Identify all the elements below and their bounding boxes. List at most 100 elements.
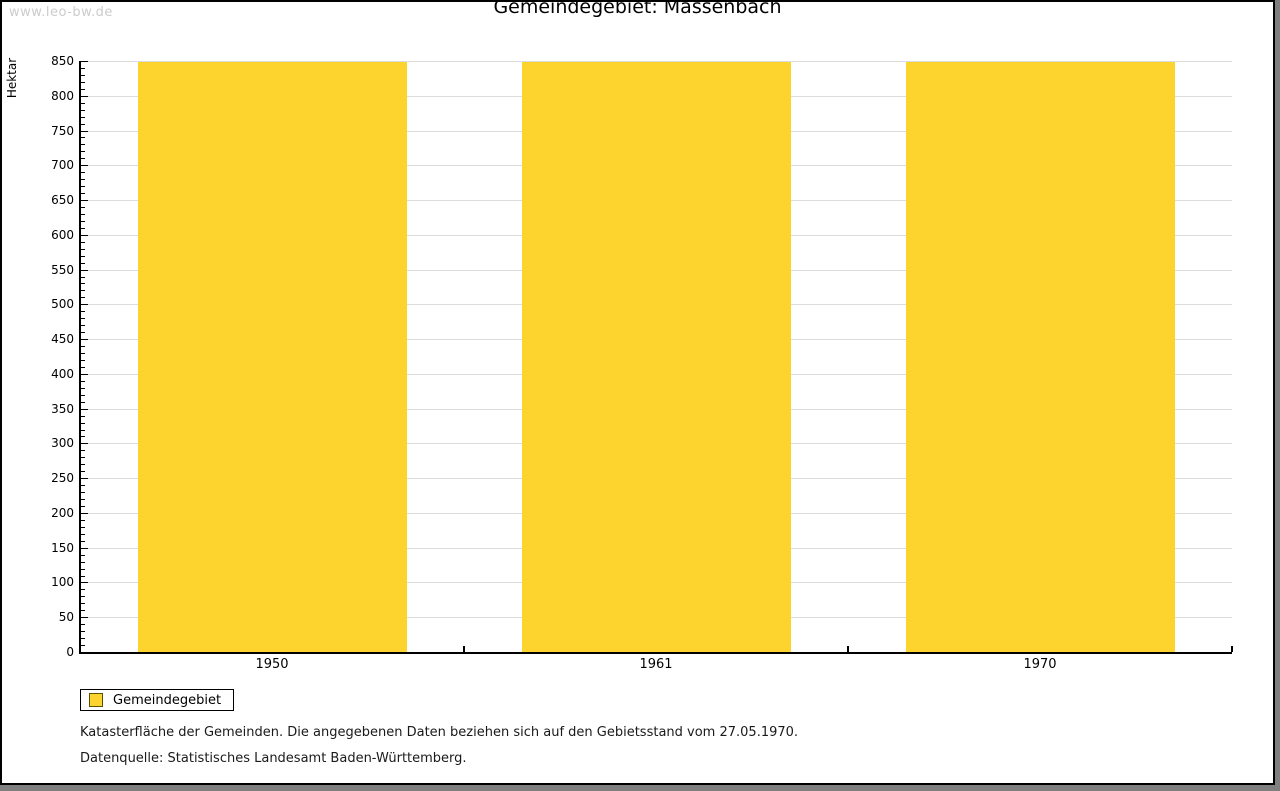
y-axis-tick [81, 443, 88, 444]
y-axis-minor-tick [81, 158, 85, 159]
y-axis-minor-tick [81, 541, 85, 542]
y-tick-label: 150 [51, 541, 74, 555]
y-axis-tick [81, 165, 88, 166]
y-axis-minor-tick [81, 367, 85, 368]
x-tick-label-1970: 1970 [1023, 657, 1057, 672]
y-axis-minor-tick [81, 325, 85, 326]
y-axis-minor-tick [81, 172, 85, 173]
y-axis-minor-tick [81, 534, 85, 535]
y-axis-minor-tick [81, 137, 85, 138]
y-tick-label: 750 [51, 124, 74, 138]
y-axis-minor-tick [81, 562, 85, 563]
y-tick-label: 550 [51, 263, 74, 277]
y-axis-minor-tick [81, 464, 85, 465]
y-axis-minor-tick [81, 576, 85, 577]
legend-swatch [89, 693, 103, 707]
gridline [81, 61, 1232, 62]
y-axis-minor-tick [81, 471, 85, 472]
y-axis-minor-tick [81, 110, 85, 111]
y-axis-tick [81, 513, 88, 514]
y-tick-label: 600 [51, 228, 74, 242]
y-tick-label: 50 [58, 610, 74, 624]
y-axis-minor-tick [81, 311, 85, 312]
bar-1970 [906, 62, 1175, 652]
watermark: www.leo-bw.de [9, 5, 113, 20]
y-axis-minor-tick [81, 242, 85, 243]
y-axis-minor-tick [81, 499, 85, 500]
y-axis-minor-tick [81, 290, 85, 291]
y-axis-label: Hektar [5, 57, 19, 99]
y-axis-minor-tick [81, 82, 85, 83]
y-axis-tick [81, 548, 88, 549]
y-axis-minor-tick [81, 610, 85, 611]
y-axis-tick [81, 200, 88, 201]
y-axis-minor-tick [81, 520, 85, 521]
footnote-text: Katasterfläche der Gemeinden. Die angege… [80, 725, 799, 740]
y-axis-minor-tick [81, 179, 85, 180]
bar-1961 [522, 62, 791, 652]
y-axis-minor-tick [81, 527, 85, 528]
y-axis-minor-tick [81, 402, 85, 403]
y-axis-minor-tick [81, 228, 85, 229]
y-axis [79, 61, 81, 654]
y-axis-tick [81, 235, 88, 236]
y-tick-label: 100 [51, 575, 74, 589]
y-tick-label: 650 [51, 193, 74, 207]
y-axis-minor-tick [81, 263, 85, 264]
y-axis-minor-tick [81, 221, 85, 222]
y-axis-minor-tick [81, 332, 85, 333]
y-axis-minor-tick [81, 450, 85, 451]
x-axis-tick [847, 646, 849, 652]
y-axis-minor-tick [81, 596, 85, 597]
legend-label: Gemeindegebiet [113, 692, 222, 708]
y-axis-minor-tick [81, 75, 85, 76]
y-axis-minor-tick [81, 297, 85, 298]
y-axis-minor-tick [81, 68, 85, 69]
y-axis-minor-tick [81, 485, 85, 486]
y-tick-label: 200 [51, 506, 74, 520]
y-axis-minor-tick [81, 151, 85, 152]
y-axis-minor-tick [81, 117, 85, 118]
y-axis-minor-tick [81, 353, 85, 354]
y-axis-minor-tick [81, 256, 85, 257]
y-tick-label: 700 [51, 158, 74, 172]
y-axis-minor-tick [81, 277, 85, 278]
y-axis-minor-tick [81, 124, 85, 125]
y-axis-tick [81, 304, 88, 305]
y-axis-minor-tick [81, 207, 85, 208]
y-axis-minor-tick [81, 144, 85, 145]
legend: Gemeindegebiet [80, 689, 235, 711]
y-axis-minor-tick [81, 638, 85, 639]
y-axis-minor-tick [81, 589, 85, 590]
y-tick-label: 0 [66, 645, 74, 659]
x-axis-tick [463, 646, 465, 652]
y-axis-minor-tick [81, 624, 85, 625]
chart-title: Gemeindegebiet: Massenbach [493, 0, 782, 18]
y-axis-tick [81, 582, 88, 583]
y-axis-minor-tick [81, 193, 85, 194]
y-axis-minor-tick [81, 249, 85, 250]
y-axis-minor-tick [81, 457, 85, 458]
y-tick-label: 850 [51, 54, 74, 68]
y-axis-minor-tick [81, 416, 85, 417]
y-axis-tick [81, 270, 88, 271]
y-axis-tick [81, 96, 88, 97]
y-axis-tick [81, 409, 88, 410]
y-tick-label: 350 [51, 402, 74, 416]
y-axis-minor-tick [81, 186, 85, 187]
y-axis-minor-tick [81, 492, 85, 493]
y-axis-minor-tick [81, 506, 85, 507]
x-axis-tick [1231, 646, 1233, 652]
y-axis-minor-tick [81, 436, 85, 437]
y-axis-minor-tick [81, 395, 85, 396]
y-tick-label: 300 [51, 436, 74, 450]
y-axis-minor-tick [81, 346, 85, 347]
y-axis-minor-tick [81, 214, 85, 215]
y-axis-minor-tick [81, 555, 85, 556]
y-axis-minor-tick [81, 381, 85, 382]
y-axis-minor-tick [81, 603, 85, 604]
y-axis-minor-tick [81, 430, 85, 431]
y-tick-label: 450 [51, 332, 74, 346]
